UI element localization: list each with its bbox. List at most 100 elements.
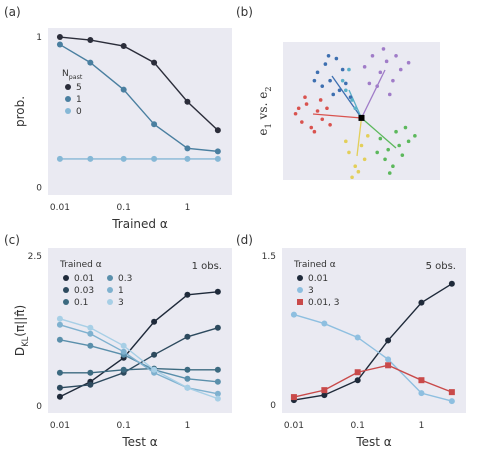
legend-marker	[297, 299, 303, 305]
point	[326, 54, 331, 58]
point	[315, 109, 320, 113]
point	[304, 102, 309, 106]
point	[365, 134, 370, 138]
point	[325, 106, 329, 111]
point	[120, 348, 127, 355]
point	[418, 390, 425, 397]
point	[312, 78, 317, 83]
point	[362, 157, 367, 162]
point	[340, 78, 345, 83]
series	[290, 362, 455, 401]
point	[358, 114, 365, 121]
point	[331, 92, 336, 97]
point	[120, 155, 127, 162]
x-tick-label: 0.1	[117, 203, 131, 213]
point	[120, 43, 127, 50]
legend-marker	[63, 275, 69, 281]
cluster	[293, 95, 332, 134]
point	[56, 41, 63, 48]
cluster	[344, 134, 370, 180]
legend-label: 0.01	[308, 274, 328, 284]
fit-line	[59, 324, 218, 395]
cluster	[358, 114, 365, 121]
point	[448, 280, 455, 287]
ray	[360, 69, 386, 119]
point	[151, 366, 158, 373]
point	[214, 395, 221, 402]
legend-marker	[65, 84, 71, 90]
point	[321, 320, 328, 327]
point	[214, 378, 221, 385]
point	[406, 139, 411, 144]
point	[328, 78, 332, 83]
panel-label: (b)	[236, 5, 253, 19]
fit-line	[59, 36, 219, 131]
point	[391, 78, 395, 83]
y-tick-label: 1	[36, 33, 42, 43]
point	[56, 369, 63, 376]
point	[448, 398, 455, 405]
point	[418, 299, 425, 306]
point	[337, 88, 342, 93]
x-axis-label: Test α	[121, 435, 157, 449]
point	[347, 67, 351, 72]
point	[375, 150, 380, 155]
fit-line	[293, 364, 453, 398]
point	[334, 56, 339, 61]
point	[385, 337, 392, 344]
legend-marker	[107, 299, 113, 305]
point	[350, 98, 354, 102]
y-tick-label: 0	[270, 401, 276, 411]
cluster	[362, 47, 411, 97]
point	[328, 123, 332, 127]
point	[359, 143, 364, 148]
point	[391, 164, 395, 168]
fit-line	[59, 318, 219, 400]
point	[378, 70, 383, 75]
point	[312, 129, 317, 134]
point	[87, 342, 94, 349]
point	[394, 54, 398, 58]
point	[309, 125, 314, 130]
legend-label: 0.01	[74, 274, 94, 284]
point	[214, 127, 221, 134]
x-tick-label: 0.01	[50, 203, 70, 213]
x-tick-label: 1	[185, 421, 191, 431]
point	[353, 164, 358, 168]
point	[56, 384, 63, 391]
x-tick-label: 0.01	[50, 421, 70, 431]
point	[378, 136, 383, 141]
point	[120, 86, 127, 93]
x-axis-label: Trained α	[111, 217, 168, 231]
point	[400, 153, 405, 157]
rays	[312, 69, 397, 157]
annotation: 5 obs.	[426, 261, 456, 272]
point	[87, 369, 94, 376]
point	[321, 387, 328, 394]
legend-marker	[65, 108, 71, 114]
point	[387, 92, 392, 97]
point	[56, 321, 63, 328]
point	[315, 70, 320, 75]
point	[214, 324, 221, 331]
x-tick-label: 1	[185, 203, 191, 213]
ray	[331, 75, 363, 119]
point	[151, 318, 158, 325]
point	[385, 356, 392, 363]
point	[214, 366, 221, 373]
series	[56, 155, 221, 162]
legend-label: 0.3	[118, 274, 132, 284]
point	[151, 59, 158, 66]
point	[151, 155, 158, 162]
point	[386, 147, 390, 152]
legend-label: 1	[76, 95, 82, 105]
y-axis-label: DKL(π||π̂)	[13, 305, 30, 356]
legend-marker	[63, 287, 69, 293]
point	[381, 47, 386, 51]
point	[87, 381, 94, 388]
point	[384, 59, 389, 64]
point	[184, 366, 191, 373]
point	[303, 95, 307, 99]
legend-label: 1	[118, 286, 124, 296]
